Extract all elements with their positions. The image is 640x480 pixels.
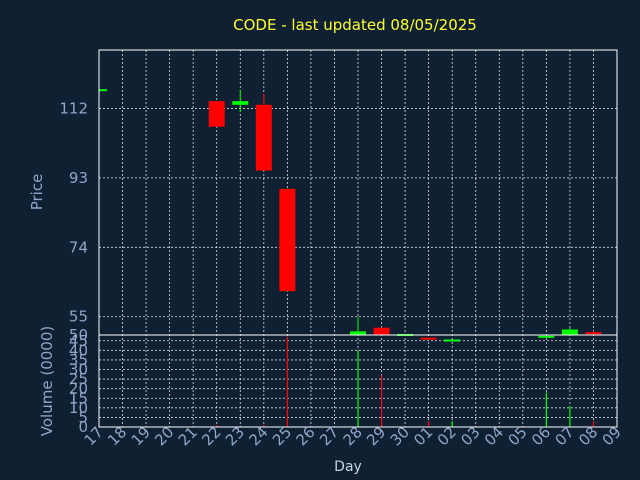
volume-tick-label: 15: [69, 389, 88, 407]
volume-tick-label: 0: [78, 418, 88, 436]
candle-body: [444, 339, 461, 342]
x-tick-labels: 1718192021222324252627282930010203040506…: [81, 423, 625, 449]
price-candles: [99, 89, 602, 342]
volume-tick-label: 40: [69, 341, 88, 359]
candle-body: [561, 329, 578, 335]
candle-body: [585, 332, 602, 335]
volume-tick-label: 30: [69, 361, 88, 379]
candle-body: [208, 101, 225, 127]
price-tick-label: 74: [69, 238, 88, 256]
price-tick-label: 55: [69, 308, 88, 326]
volume-panel-frame: [98, 334, 618, 428]
candle-body: [350, 331, 366, 335]
candle-body: [373, 327, 390, 335]
volume-tick-label: 25: [69, 370, 88, 388]
price-tick-label: 112: [59, 99, 88, 117]
volume-tick-label: 10: [69, 399, 88, 417]
x-axis-label: Day: [334, 459, 362, 475]
volume-tick-label: 35: [69, 351, 88, 369]
candle-body: [232, 101, 249, 105]
price-axis-label: Price: [28, 174, 46, 211]
candle-body: [538, 335, 555, 338]
candle-body: [279, 188, 296, 292]
candle-body: [255, 104, 272, 171]
price-tick-label: 93: [69, 169, 88, 187]
volume-bars: [216, 336, 595, 427]
chart-title: CODE - last updated 08/05/2025: [233, 16, 477, 34]
price-tick-label: 50: [69, 326, 88, 344]
candle-body: [420, 337, 437, 340]
volume-axis-label: Volume (0000): [38, 326, 56, 436]
volume-tick-label: 45: [69, 332, 88, 350]
volume-tick-label: 5: [78, 408, 88, 426]
volume-tick-label: 20: [69, 380, 88, 398]
candle-body: [99, 89, 107, 92]
